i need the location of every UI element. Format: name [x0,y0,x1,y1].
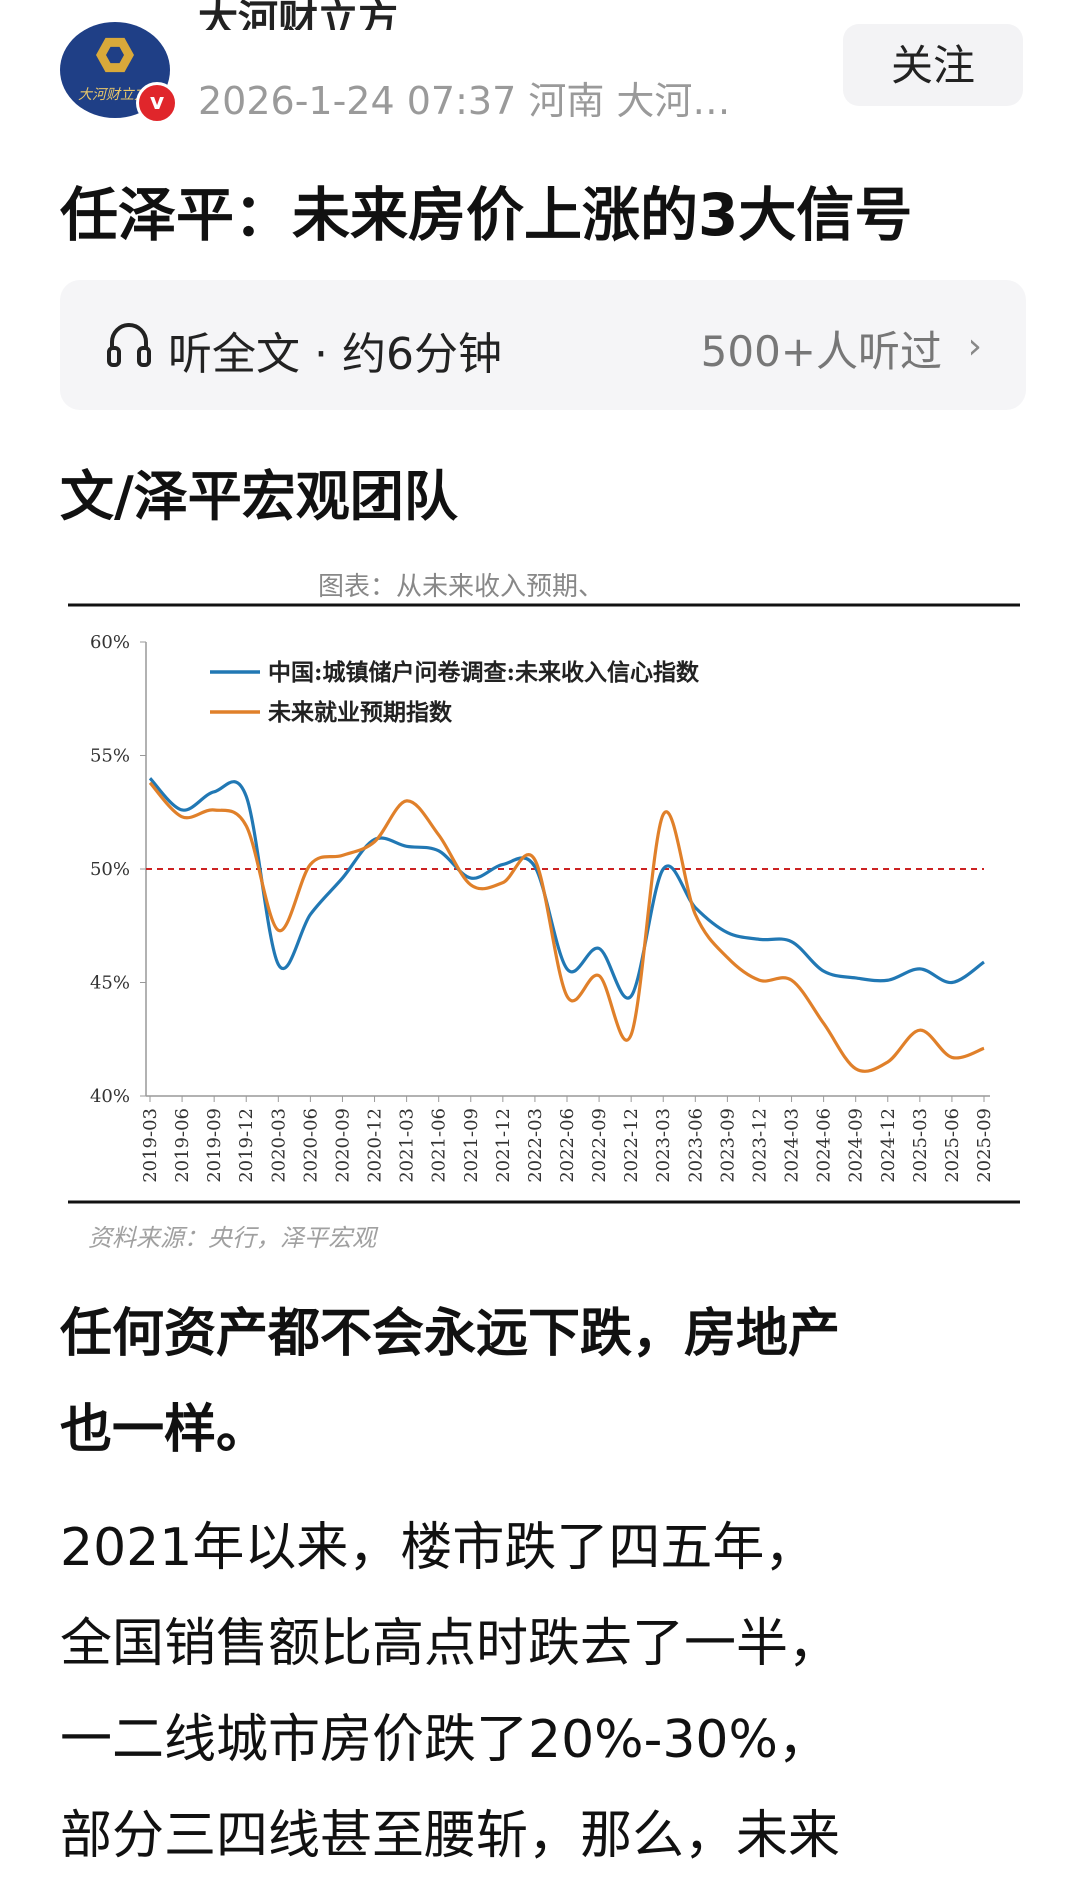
x-tick-label: 2024-06 [814,1108,835,1183]
x-tick-label: 2020-06 [300,1108,321,1183]
x-tick-label: 2023-06 [685,1108,706,1183]
x-tick-label: 2019-03 [140,1108,161,1183]
x-tick-label: 2021-09 [461,1108,482,1183]
series-line-1 [148,777,985,1000]
x-tick-label: 2019-12 [236,1108,257,1183]
listen-full-text-bar[interactable]: 听全文 · 约6分钟 500+人听过 › [60,280,1026,410]
x-tick-label: 2021-12 [493,1108,514,1183]
x-tick-label: 2025-09 [974,1108,995,1183]
listener-count: 500+人听过 [700,327,942,376]
chevron-right-icon: › [967,326,982,367]
paragraph-2-line-2: 全国销售额比高点时跌去了一半， [60,1614,841,1674]
x-tick-label: 2020-03 [268,1108,289,1183]
paragraph-2-line-4: 部分三四线甚至腰斩，那么，未来 [60,1806,841,1866]
verified-badge-icon: v [136,82,178,124]
headphones-icon [107,323,151,367]
legend-label-1: 中国:城镇储户问卷调查:未来收入信心指数 [268,659,700,686]
x-tick-label: 2020-12 [365,1108,386,1183]
author-header: 大河财立方 v 大河财立方 2026-1-24 07:37 河南 大河… 关注 [0,0,1080,130]
x-tick-label: 2022-12 [621,1108,642,1183]
x-tick-label: 2022-09 [589,1108,610,1183]
chart-caption: 图表：从未来收入预期、 [318,572,605,602]
article-byline: 文/泽平宏观团队 [60,465,458,528]
legend-label-2: 未来就业预期指数 [268,699,453,726]
author-name[interactable]: 大河财立方 [198,0,398,30]
logo-hexagon-inner [106,46,124,64]
paragraph-2-line-3: 一二线城市房价跌了20%-30%， [60,1710,830,1770]
x-tick-label: 2020-09 [332,1108,353,1183]
series-line-2 [148,781,985,1073]
y-tick-label: 55% [90,746,130,767]
paragraph-1-line-1: 任何资产都不会永远下跌，房地产 [60,1304,841,1364]
x-tick-label: 2022-03 [525,1108,546,1183]
x-tick-label: 2021-03 [397,1108,418,1183]
x-tick-label: 2021-06 [429,1108,450,1183]
post-meta: 2026-1-24 07:37 河南 大河… [198,79,731,123]
avatar-logo-text: 大河财立方 [78,87,148,103]
y-tick-label: 40% [90,1086,130,1107]
x-tick-label: 2024-03 [782,1108,803,1183]
x-tick-label: 2023-03 [653,1108,674,1183]
x-tick-label: 2023-09 [717,1108,738,1183]
line-chart: 40% 45% 50% 55% 60% 2019-03 2019-06 2019-09 2019… [68,603,1020,1204]
follow-button[interactable]: 关注 [843,24,1023,106]
x-tick-label: 2024-09 [846,1108,867,1183]
x-tick-label: 2019-06 [172,1108,193,1183]
x-tick-label: 2023-12 [749,1108,770,1183]
x-tick-label: 2025-06 [942,1108,963,1183]
x-tick-label: 2019-09 [204,1108,225,1183]
y-tick-label: 45% [90,973,130,994]
x-tick-label: 2025-03 [910,1108,931,1183]
chart-source: 资料来源：央行，泽平宏观 [88,1224,376,1252]
x-tick-label: 2022-06 [557,1108,578,1183]
y-tick-label: 50% [90,859,130,880]
listen-label: 听全文 · 约6分钟 [168,329,502,380]
x-tick-label: 2024-12 [878,1108,899,1183]
article-title: 任泽平：未来房价上涨的3大信号 [60,181,913,249]
author-avatar[interactable]: 大河财立方 [60,22,170,118]
y-tick-label: 60% [90,632,130,653]
paragraph-2-line-1: 2021年以来，楼市跌了四五年， [60,1518,817,1578]
chart-figure: 图表：从未来收入预期、 40% 45% 50% 55% 60% 2019-03 2019-0… [60,560,1026,1260]
paragraph-1-line-2: 也一样。 [60,1400,269,1460]
